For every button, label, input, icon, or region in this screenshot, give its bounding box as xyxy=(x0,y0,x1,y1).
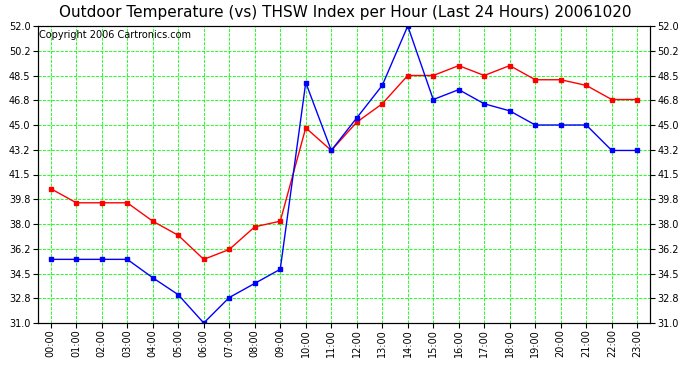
Text: Outdoor Temperature (vs) THSW Index per Hour (Last 24 Hours) 20061020: Outdoor Temperature (vs) THSW Index per … xyxy=(59,5,631,20)
Text: Copyright 2006 Cartronics.com: Copyright 2006 Cartronics.com xyxy=(39,30,191,40)
